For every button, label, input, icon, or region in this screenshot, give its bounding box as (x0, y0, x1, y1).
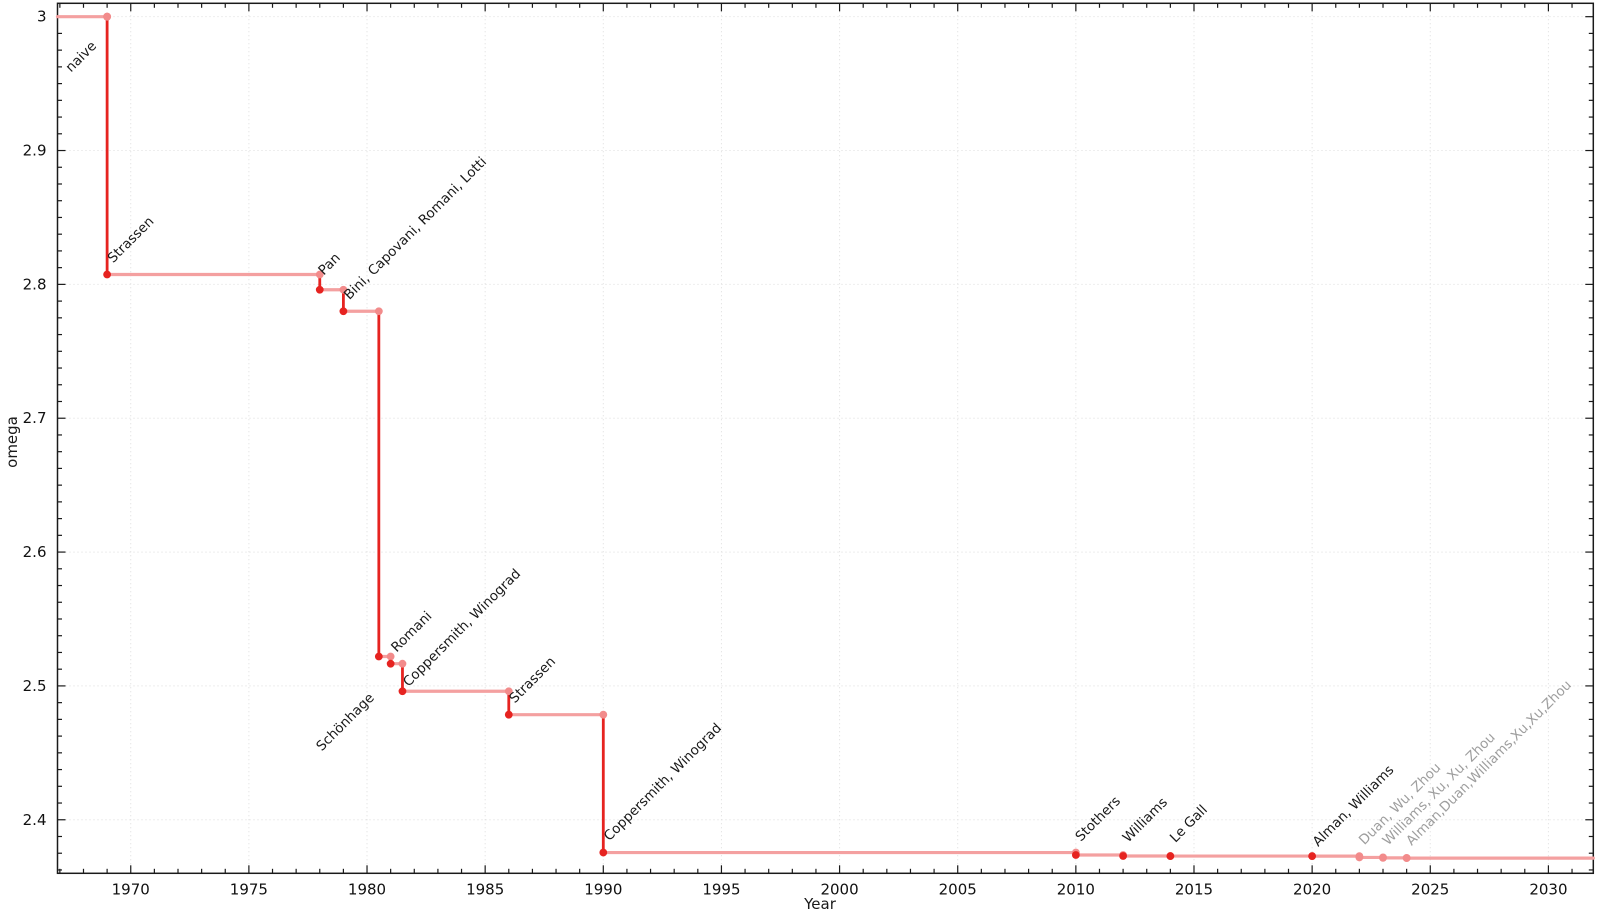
data-point-label: Coppersmith, Winograd (601, 720, 725, 844)
x-tick-label: 1985 (466, 880, 504, 898)
data-point-dot (504, 710, 513, 719)
data-point-label: Le Gall (1167, 802, 1211, 846)
data-point-label: Schönhage (313, 690, 377, 754)
plot-border (56, 2, 1595, 875)
y-tick-label: 2.8 (23, 275, 47, 293)
data-point-dot (374, 652, 383, 661)
data-point-dot-light (386, 652, 395, 661)
data-point-label: Williams (1120, 795, 1171, 846)
x-tick-label: 2010 (1057, 880, 1095, 898)
x-tick-label: 1970 (112, 880, 150, 898)
data-point-dot-light (1355, 853, 1364, 862)
y-tick-label: 3 (37, 8, 47, 26)
data-point-label: Romani (388, 608, 435, 655)
x-axis-title: Year (803, 895, 837, 913)
x-tick-label: 1995 (702, 880, 740, 898)
x-tick-label: 2020 (1293, 880, 1331, 898)
x-tick-label: 2005 (939, 880, 977, 898)
data-point-dot (398, 687, 407, 696)
x-tick-label: 2000 (820, 880, 858, 898)
data-point-dot (1308, 852, 1317, 860)
data-point-dot-light (1379, 853, 1387, 862)
data-point-dot-light (504, 687, 513, 696)
y-tick-label: 2.7 (23, 409, 47, 427)
data-point-dot-light (374, 307, 383, 316)
data-point-label: Williams, Xu, Xu, Zhou (1380, 730, 1499, 849)
x-tick-label: 1980 (348, 880, 386, 898)
data-point-label: naive (63, 38, 100, 75)
x-tick-label: 1990 (584, 880, 622, 898)
x-tick-label: 1975 (230, 880, 268, 898)
data-point-dot (599, 848, 608, 857)
data-point-dot (1119, 852, 1128, 860)
data-point-label: Stothers (1072, 793, 1124, 845)
y-tick-label: 2.9 (23, 142, 47, 160)
data-point-dot-light (398, 659, 407, 668)
data-point-dot-light (1402, 854, 1411, 863)
data-point-dot-light (339, 285, 348, 294)
y-tick-label: 2.6 (23, 543, 47, 561)
data-point-dot (1071, 851, 1080, 859)
y-tick-label: 2.5 (23, 677, 47, 695)
y-axis-title: omega (3, 416, 21, 468)
y-tick-label: 2.4 (23, 811, 47, 829)
data-point-label: Bini, Capovani, Romani, Lotti (341, 154, 490, 303)
plot-area: 1970 1975 1980 1985 1990 1995 2000 2005 2010 2015… (23, 2, 1595, 898)
data-point-dot (1166, 852, 1175, 860)
data-point-dot (339, 307, 348, 316)
data-point-dot-light (103, 12, 112, 21)
data-point-label: Strassen (105, 214, 158, 267)
x-tick-label: 2030 (1529, 880, 1567, 898)
data-point-dot (315, 285, 324, 294)
data-point-label: Strassen (506, 654, 559, 707)
data-point-dot (103, 270, 112, 279)
data-point-dot (386, 659, 395, 668)
data-point-dot-light (599, 710, 608, 719)
x-tick-label: 2015 (1175, 880, 1213, 898)
data-point-dot-light (315, 270, 324, 279)
x-tick-label: 2025 (1411, 880, 1449, 898)
